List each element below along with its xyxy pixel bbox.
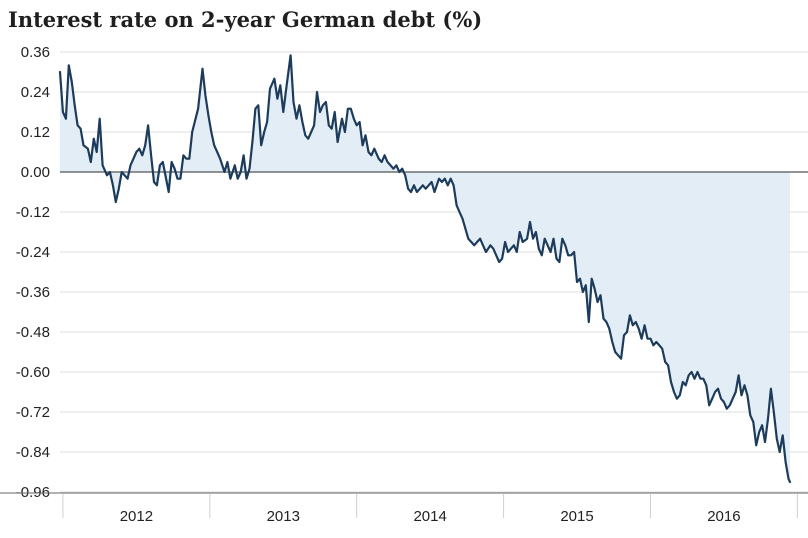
y-tick-label: -0.60 [16,364,50,381]
series-line [58,54,792,484]
y-tick-label: 0.00 [21,164,50,181]
y-tick-label: -0.84 [16,444,50,461]
chart-title: Interest rate on 2-year German debt (%) [8,7,483,32]
y-tick-label: 0.36 [21,44,50,61]
y-tick-label: -0.36 [16,284,50,301]
x-tick-label: 2013 [267,508,300,525]
x-tick-label: 2014 [413,508,446,525]
y-tick-label: 0.12 [21,124,50,141]
y-axis-labels: 0.36 0.24 0.12 0.00 -0.12 -0.24 -0.36 -0.48 -0.6… [16,44,50,501]
series-lines [58,54,792,484]
grid-lines [60,51,808,493]
x-tick-label: 2012 [120,508,153,525]
y-tick-label: 0.24 [21,84,50,101]
x-axis: 2012 2013 2014 2015 2016 [0,492,808,525]
y-tick-label: -0.12 [16,204,50,221]
y-tick-label: -0.24 [16,244,50,261]
y-tick-label: -0.72 [16,404,50,421]
x-tick-label: 2016 [707,508,740,525]
area-fill [60,55,790,483]
area-under-curve [60,55,790,483]
x-tick-label: 2015 [560,508,593,525]
y-tick-label: -0.48 [16,324,50,341]
